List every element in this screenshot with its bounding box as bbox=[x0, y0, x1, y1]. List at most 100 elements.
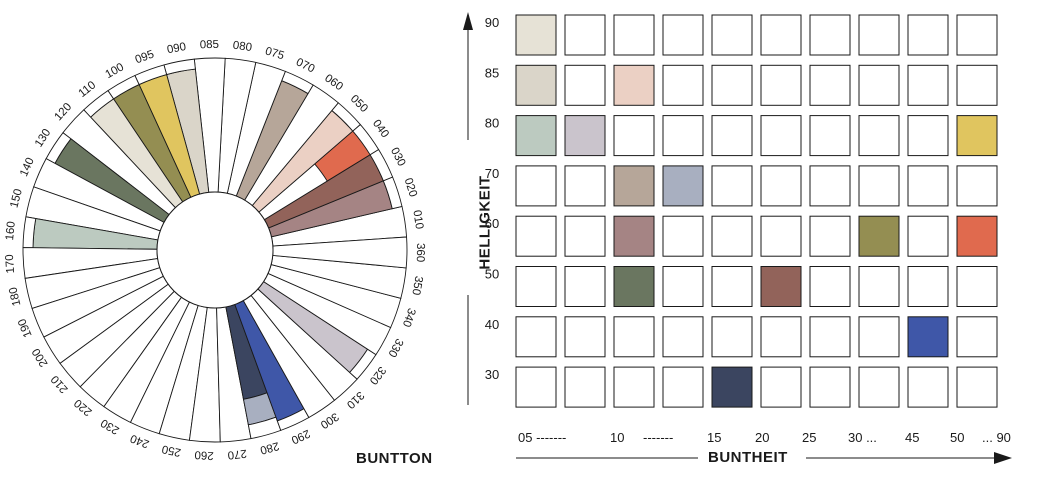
chroma-tick-label: 15 bbox=[707, 430, 721, 445]
grid-cell bbox=[760, 64, 802, 106]
hue-label: 180 bbox=[7, 286, 23, 307]
grid-cell bbox=[907, 266, 949, 307]
hue-label: 110 bbox=[76, 79, 98, 100]
hue-label: 095 bbox=[134, 49, 156, 67]
grid-cell bbox=[662, 215, 704, 257]
lightness-tick-label: 30 bbox=[485, 367, 499, 382]
grid-cell bbox=[956, 115, 998, 157]
hue-label: 260 bbox=[194, 448, 214, 461]
grid-cell bbox=[858, 215, 900, 257]
grid-cell bbox=[564, 266, 606, 307]
chroma-tick-label: 30 ... bbox=[848, 430, 877, 445]
lightness-tick-label: 85 bbox=[485, 65, 499, 80]
grid-cell bbox=[613, 215, 655, 257]
grid-cell bbox=[760, 165, 802, 207]
hue-label: 220 bbox=[72, 396, 94, 418]
grid-cell bbox=[711, 316, 753, 358]
grid-cell bbox=[760, 266, 802, 307]
hue-label: 360 bbox=[414, 243, 426, 262]
chroma-tick-label: ... 90 bbox=[982, 430, 1011, 445]
grid-cell bbox=[809, 266, 851, 307]
lightness-tick-label: 60 bbox=[485, 216, 499, 231]
grid-cell bbox=[711, 64, 753, 106]
hue-label: 070 bbox=[294, 56, 317, 75]
grid-cell bbox=[564, 165, 606, 207]
grid-cell bbox=[515, 64, 557, 106]
chroma-tick-label: ------- bbox=[643, 430, 673, 445]
hue-label: 010 bbox=[410, 209, 425, 230]
grid-cell bbox=[956, 215, 998, 257]
grid-cell bbox=[907, 165, 949, 207]
chroma-arrowhead bbox=[994, 452, 1012, 464]
chroma-axis-title: BUNTHEIT bbox=[708, 449, 788, 466]
grid-cell bbox=[613, 366, 655, 408]
hue-label: 040 bbox=[370, 118, 391, 141]
grid-cell bbox=[613, 316, 655, 358]
grid-cell bbox=[956, 14, 998, 56]
lightness-tick-label: 40 bbox=[485, 317, 499, 332]
grid-cell bbox=[760, 316, 802, 358]
grid-cell bbox=[858, 266, 900, 307]
hue-label: 090 bbox=[166, 41, 187, 56]
hue-label: 240 bbox=[129, 432, 151, 450]
grid-cell bbox=[613, 165, 655, 207]
grid-cell bbox=[956, 266, 998, 307]
grid-cell bbox=[662, 64, 704, 106]
hue-label: 120 bbox=[52, 101, 74, 123]
lightness-tick-label: 90 bbox=[485, 15, 499, 30]
grid-cell bbox=[858, 14, 900, 56]
wheel-center bbox=[156, 191, 274, 309]
grid-cell bbox=[613, 266, 655, 307]
grid-cell bbox=[711, 115, 753, 157]
chroma-tick-label: 05 ------- bbox=[518, 430, 566, 445]
grid-cell bbox=[515, 215, 557, 257]
grid-cell bbox=[956, 366, 998, 408]
grid-cell bbox=[662, 366, 704, 408]
grid-cell bbox=[662, 266, 704, 307]
hue-label: 300 bbox=[318, 410, 341, 431]
grid-cell bbox=[956, 64, 998, 106]
hue-label: 020 bbox=[402, 177, 419, 199]
hue-label: 290 bbox=[289, 427, 311, 446]
hue-label: 140 bbox=[18, 156, 37, 178]
grid-cell bbox=[564, 64, 606, 106]
grid-cell bbox=[809, 14, 851, 56]
grid-cell bbox=[907, 14, 949, 56]
grid-cell bbox=[564, 366, 606, 408]
hue-label: 340 bbox=[400, 306, 418, 328]
grid-cell bbox=[711, 165, 753, 207]
grid-cell bbox=[662, 14, 704, 56]
hue-label: 050 bbox=[348, 93, 370, 115]
grid-cell bbox=[613, 64, 655, 106]
grid-cell bbox=[564, 115, 606, 157]
hue-label: 280 bbox=[259, 439, 281, 456]
grid-cell bbox=[809, 165, 851, 207]
lightness-tick-label: 80 bbox=[485, 116, 499, 131]
grid-cell bbox=[907, 215, 949, 257]
grid-cell bbox=[564, 215, 606, 257]
lightness-chroma-grid: 90 85 80 70 60 50 40 30 05 ------- 10 ------- 15 20 2… bbox=[463, 12, 1012, 464]
grid-cell bbox=[711, 266, 753, 307]
grid-cell bbox=[515, 266, 557, 307]
grid-cell bbox=[858, 366, 900, 408]
hue-label: 130 bbox=[33, 127, 54, 150]
hue-label: 060 bbox=[322, 72, 345, 93]
grid-cell bbox=[711, 14, 753, 56]
grid-cell bbox=[858, 165, 900, 207]
grid-cell bbox=[760, 115, 802, 157]
hue-label: 200 bbox=[30, 346, 50, 369]
hue-label: 210 bbox=[49, 373, 71, 395]
chroma-tick-label: 45 bbox=[905, 430, 919, 445]
hue-label: 160 bbox=[4, 221, 18, 241]
hue-label: 075 bbox=[264, 45, 286, 62]
grid-cell bbox=[858, 64, 900, 106]
grid-cell bbox=[956, 316, 998, 358]
grid-cell bbox=[564, 316, 606, 358]
hue-label: 030 bbox=[388, 146, 407, 169]
grid-cell bbox=[613, 14, 655, 56]
grid-cell bbox=[907, 115, 949, 157]
grid-cell bbox=[809, 215, 851, 257]
hue-label: 350 bbox=[409, 275, 424, 296]
chroma-tick-label: 20 bbox=[755, 430, 769, 445]
hue-label: 150 bbox=[8, 188, 24, 210]
